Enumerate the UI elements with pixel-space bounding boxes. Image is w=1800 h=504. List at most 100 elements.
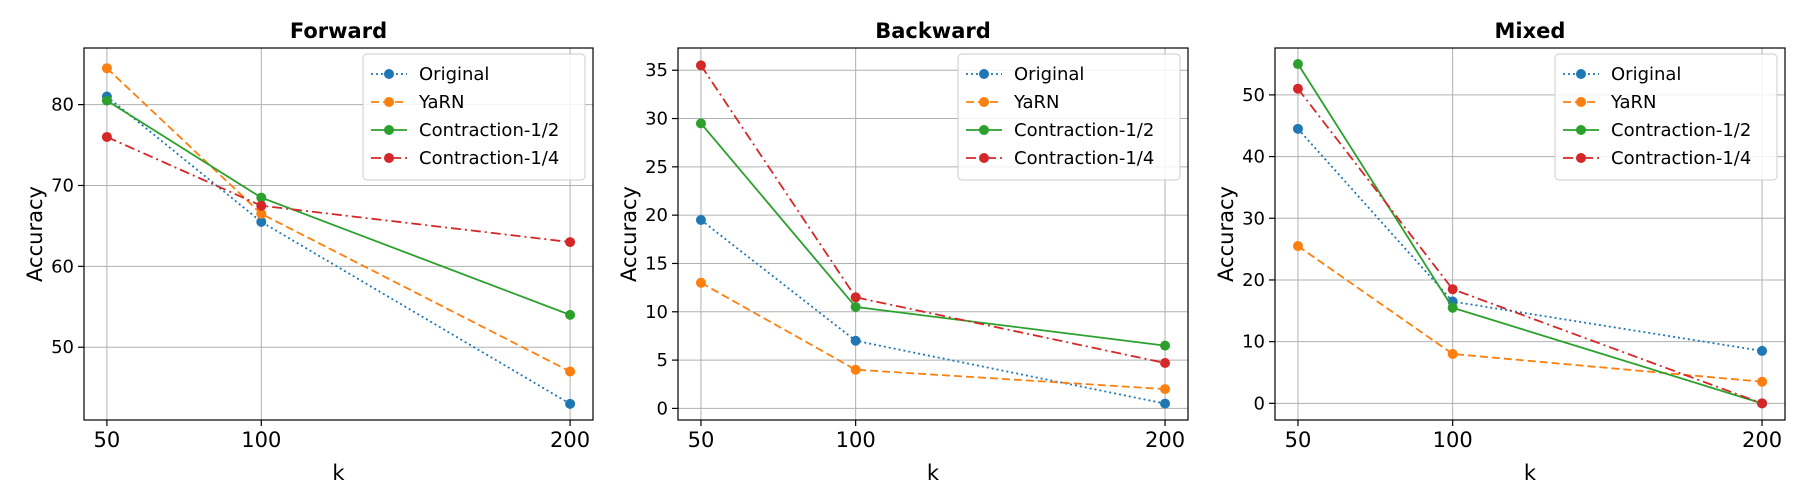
- y-tick-label: 0: [1254, 393, 1265, 414]
- y-tick-label: 25: [645, 157, 668, 178]
- legend-label: Contraction-1/2: [1611, 120, 1751, 141]
- x-tick-label: 100: [241, 428, 281, 452]
- x-axis-label: k: [332, 461, 345, 485]
- legend: Original YaRN Contraction-1/2 Contraction-1…: [362, 53, 586, 181]
- chart-title: Backward: [875, 19, 991, 43]
- legend-swatch-marker: [979, 125, 989, 135]
- legend-label: Contraction-1/4: [1014, 148, 1154, 169]
- series-YaRN: [101, 63, 576, 377]
- data-point: [1292, 241, 1303, 252]
- chart-panel-2: 0 5 10 15 20 25 30 35 50 100 200 Backward k Accuracy O…: [617, 19, 1189, 485]
- y-tick-label: 20: [1242, 270, 1265, 291]
- legend: Original YaRN Contraction-1/2 Contraction-1…: [957, 53, 1181, 181]
- legend-swatch-marker: [1576, 125, 1586, 135]
- legend-swatch-marker: [384, 97, 394, 107]
- data-point: [256, 192, 267, 203]
- series-line: [700, 64, 1166, 364]
- y-tick-label: 70: [51, 175, 74, 196]
- y-tick-label: 35: [645, 60, 668, 81]
- x-axis-label: k: [1524, 461, 1537, 485]
- data-point: [256, 200, 267, 211]
- y-axis-label: Accuracy: [23, 186, 47, 282]
- legend-label: YaRN: [1610, 92, 1657, 113]
- data-point: [695, 60, 706, 71]
- chart-panel-3: 0 10 20 30 40 50 50 100 200 Mixed k Accuracy Origina…: [1214, 19, 1786, 485]
- series-line: [700, 282, 1166, 390]
- y-axis-label: Accuracy: [1214, 186, 1238, 282]
- x-tick-label: 50: [688, 428, 715, 452]
- chart-panel-1: 50 60 70 80 50 100 200 Forward k Accuracy Original…: [23, 19, 594, 485]
- series-line: [1297, 245, 1763, 383]
- x-tick-label: 200: [1742, 428, 1782, 452]
- data-point: [1292, 83, 1303, 94]
- data-point: [565, 398, 576, 409]
- legend-swatch-marker: [384, 69, 394, 79]
- data-point: [256, 216, 267, 227]
- y-tick-label: 15: [645, 253, 668, 274]
- data-point: [1160, 398, 1171, 409]
- data-point: [256, 208, 267, 219]
- legend-label: Contraction-1/4: [419, 148, 559, 169]
- x-tick-label: 100: [836, 428, 876, 452]
- legend-label: Original: [1611, 64, 1681, 85]
- legend-swatch-marker: [979, 153, 989, 163]
- plot-frame: [83, 47, 594, 421]
- y-tick-label: 10: [1242, 332, 1265, 353]
- x-tick-label: 50: [1285, 428, 1312, 452]
- data-point: [1160, 384, 1171, 395]
- y-tick-label: 5: [657, 350, 668, 371]
- data-point: [101, 95, 112, 106]
- series-YaRN: [1292, 241, 1768, 387]
- legend-box: [1554, 53, 1778, 181]
- x-tick-label: 100: [1433, 428, 1473, 452]
- legend-label: Contraction-1/4: [1611, 148, 1751, 169]
- x-tick-label: 200: [550, 428, 590, 452]
- data-point: [695, 214, 706, 225]
- x-tick-label: 50: [94, 428, 121, 452]
- data-point: [1447, 348, 1458, 359]
- data-point: [850, 364, 861, 375]
- series-Original: [101, 91, 576, 409]
- data-point: [565, 366, 576, 377]
- series-Contraction-1/4: [695, 60, 1171, 368]
- data-point: [850, 292, 861, 303]
- series-Contraction-1/2: [101, 95, 576, 320]
- data-point: [695, 277, 706, 288]
- y-tick-label: 40: [1242, 147, 1265, 168]
- series-Contraction-1/4: [101, 131, 576, 248]
- legend-label: YaRN: [1013, 92, 1060, 113]
- legend-box: [957, 53, 1181, 181]
- legend-label: Original: [419, 64, 489, 85]
- data-point: [1757, 398, 1768, 409]
- data-point: [1292, 59, 1303, 70]
- data-point: [1292, 123, 1303, 134]
- series-line: [106, 95, 571, 405]
- data-point: [565, 309, 576, 320]
- data-point: [1447, 302, 1458, 313]
- y-tick-label: 20: [645, 205, 668, 226]
- legend-swatch-marker: [384, 153, 394, 163]
- data-point: [1447, 284, 1458, 295]
- data-point: [1160, 340, 1171, 351]
- data-point: [850, 301, 861, 312]
- legend-swatch-marker: [1576, 97, 1586, 107]
- y-tick-label: 0: [657, 398, 668, 419]
- x-axis-label: k: [927, 461, 940, 485]
- data-point: [1757, 376, 1768, 387]
- legend: Original YaRN Contraction-1/2 Contraction-1…: [1554, 53, 1778, 181]
- data-point: [695, 118, 706, 129]
- y-tick-label: 50: [1242, 85, 1265, 106]
- data-point: [101, 131, 112, 142]
- legend-swatch-marker: [384, 125, 394, 135]
- data-point: [850, 335, 861, 346]
- y-tick-label: 50: [51, 337, 74, 358]
- data-point: [1757, 345, 1768, 356]
- series-Contraction-1/4: [1292, 83, 1768, 409]
- plot-frame: [677, 47, 1189, 421]
- y-tick-label: 60: [51, 256, 74, 277]
- legend-swatch-marker: [979, 97, 989, 107]
- series-line: [1297, 88, 1763, 405]
- data-point: [1160, 357, 1171, 368]
- plot-frame: [1274, 47, 1786, 421]
